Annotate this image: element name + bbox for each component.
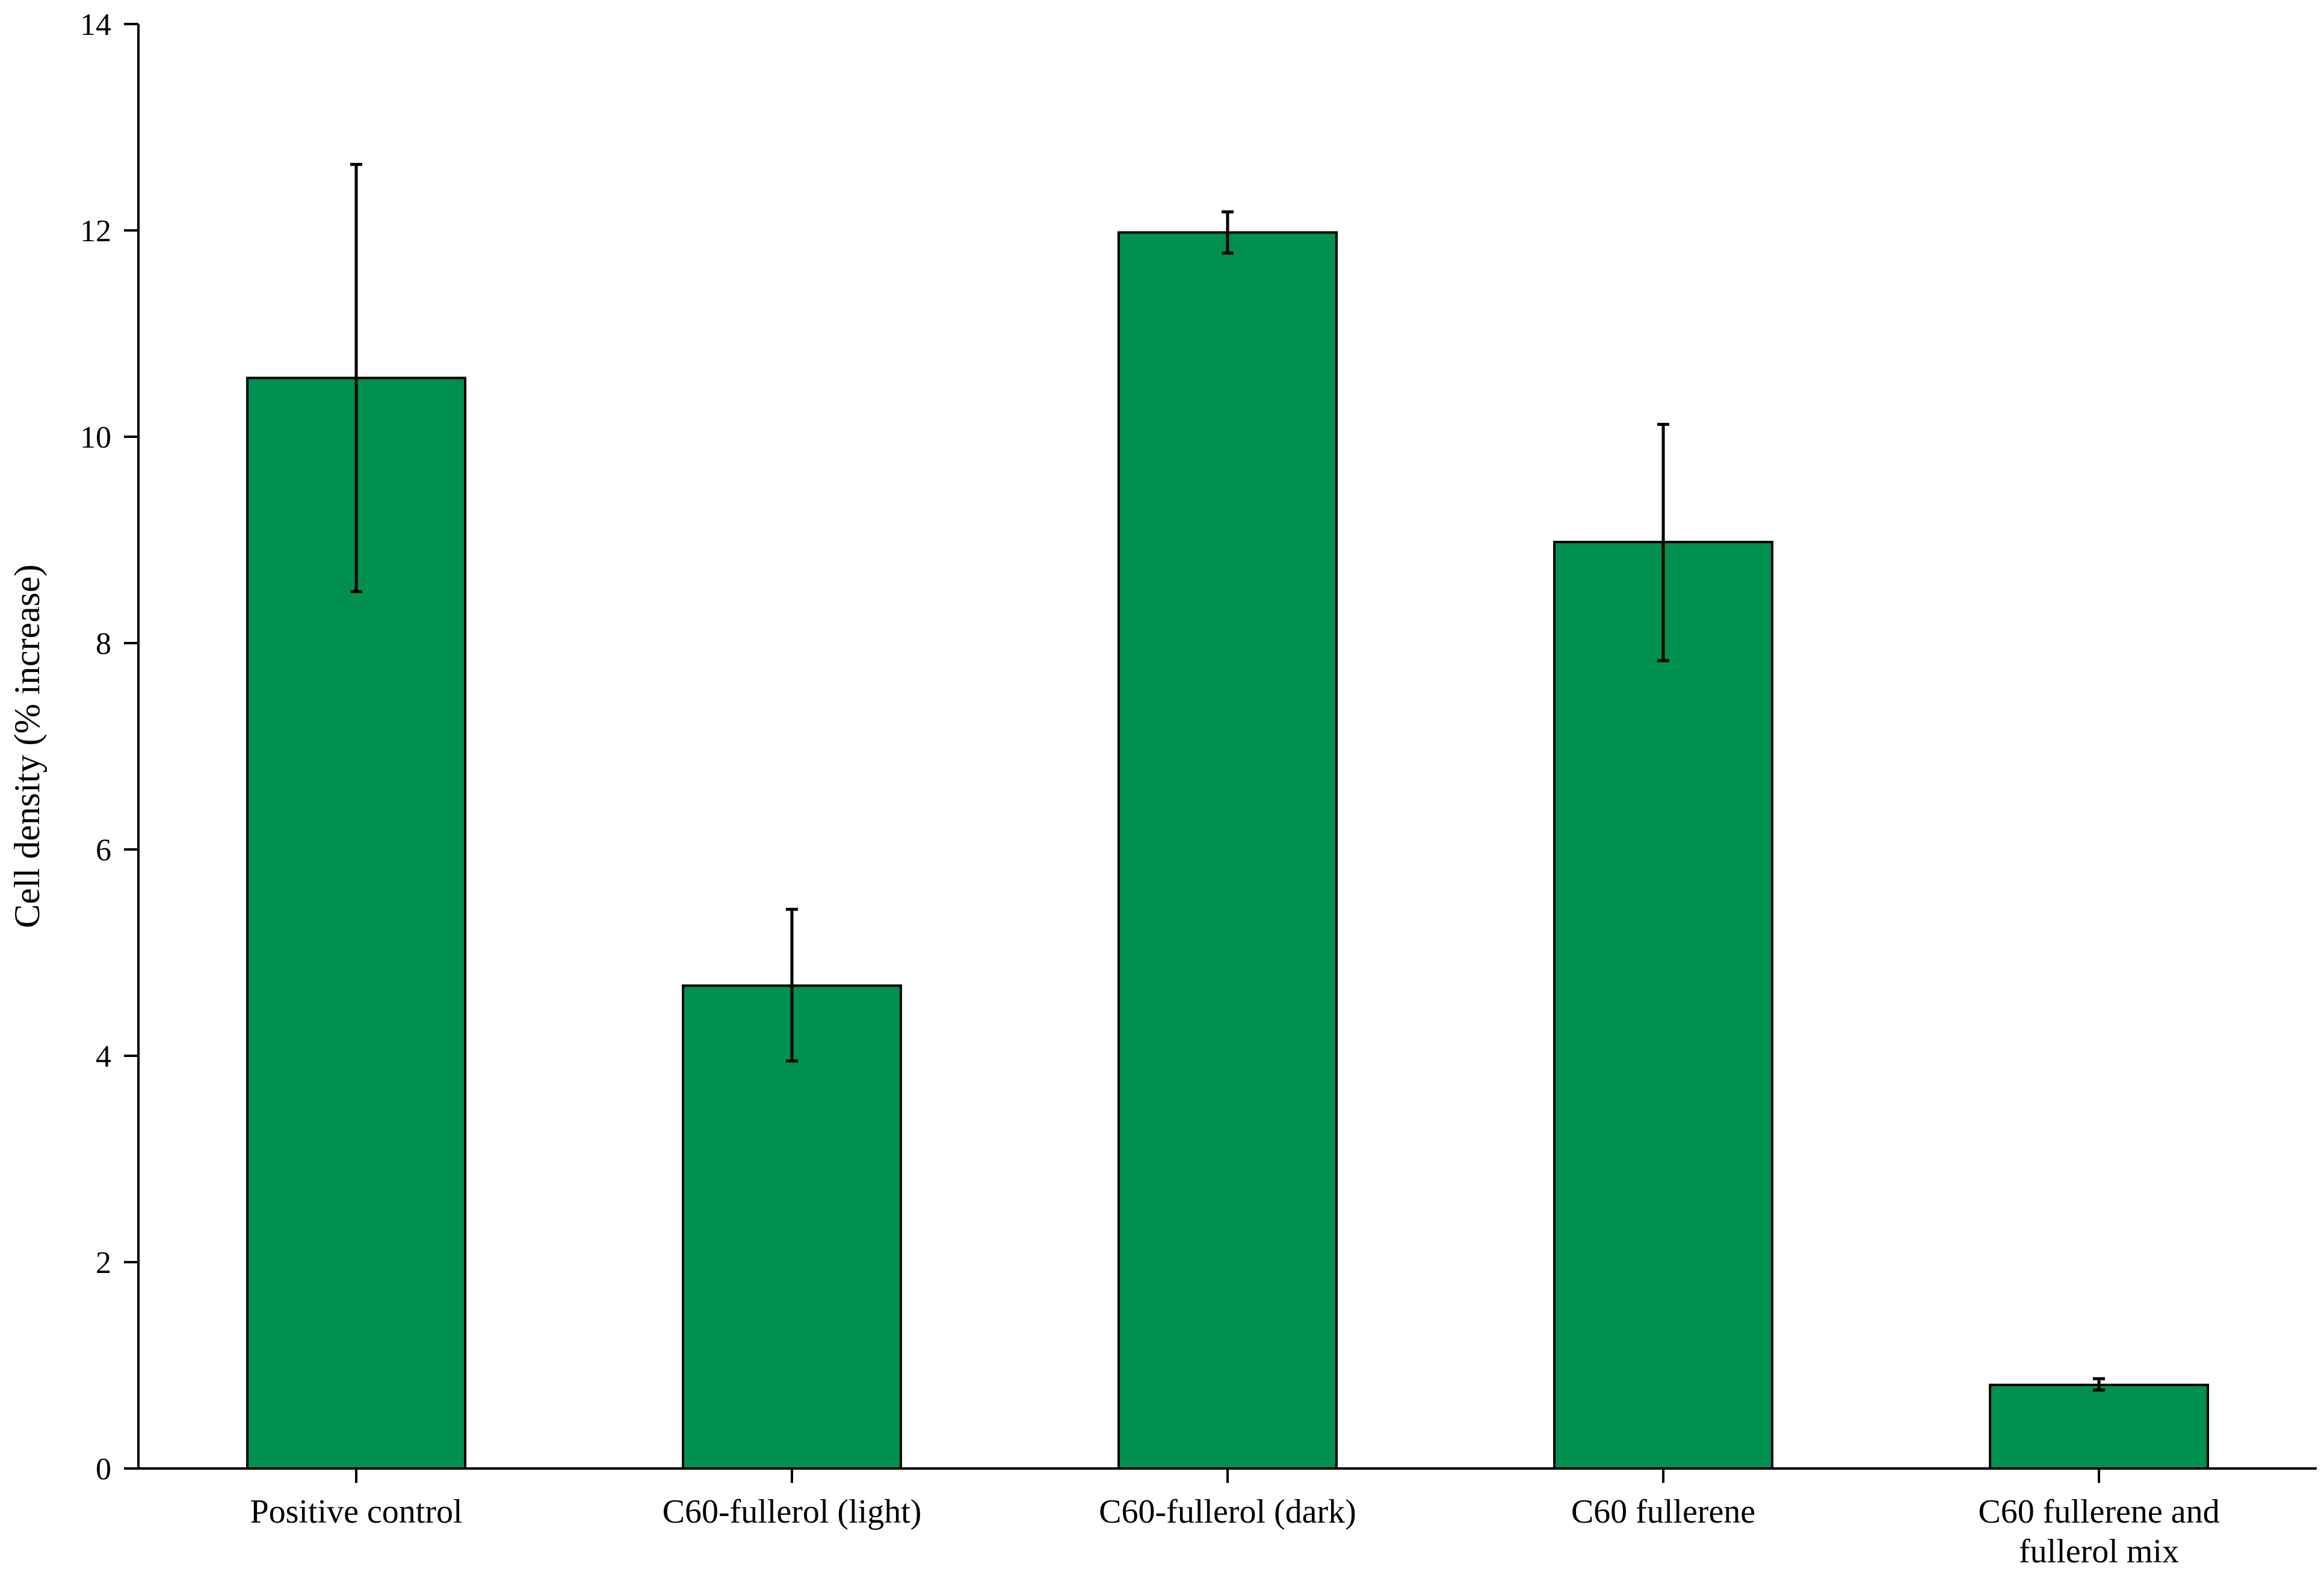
x-axis-ticks [355,1468,2100,1483]
y-axis-title: Cell density (% increase) [7,564,47,928]
bar [1117,231,1338,1470]
y-tick-label: 2 [96,1246,111,1280]
y-tick-label: 14 [80,8,111,42]
bar [1989,1384,2209,1470]
bar [682,984,902,1470]
y-axis-ticks: 0 2 4 6 8 10 12 14 [80,8,138,1487]
x-axis-labels: Positive control C60-fullerol (light) C60-… [250,1493,2219,1570]
category-label: Positive control [250,1493,462,1530]
category-label: C60 fullerene and fullerol mix [1978,1493,2219,1570]
y-tick-label: 12 [80,214,111,248]
y-tick-label: 8 [96,627,111,661]
y-tick-label: 4 [96,1040,111,1074]
y-tick-label: 6 [96,833,111,867]
category-label: C60 fullerene [1571,1493,1755,1530]
category-label: C60-fullerol (light) [663,1493,922,1530]
y-tick-label: 0 [96,1452,111,1487]
y-tick-label: 10 [80,421,111,455]
category-label: C60-fullerol (dark) [1099,1493,1356,1530]
bar [1553,540,1773,1470]
bars [246,231,2209,1470]
error-bars [350,162,2105,1392]
